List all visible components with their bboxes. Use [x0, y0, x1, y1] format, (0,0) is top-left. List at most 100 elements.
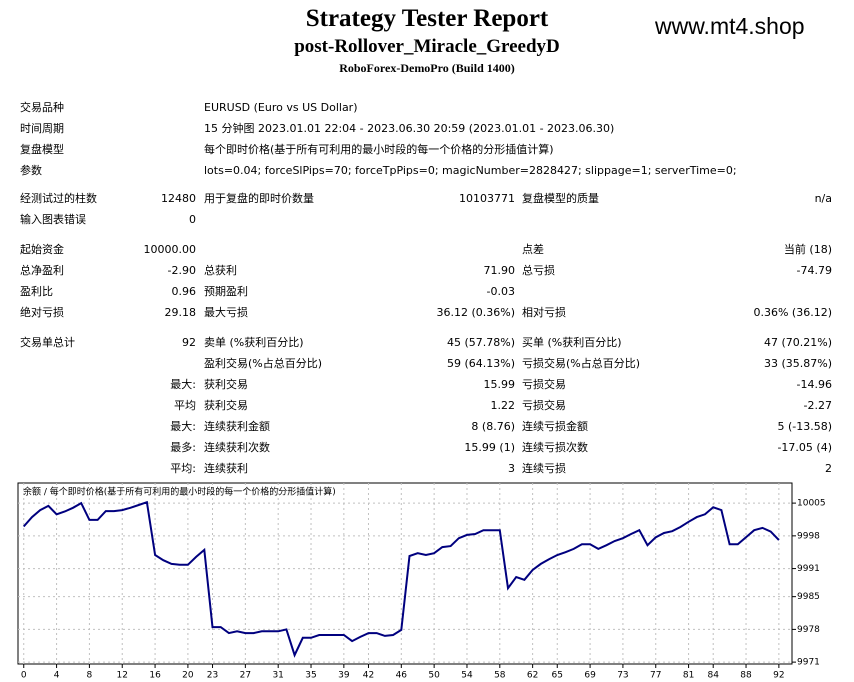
x-tick-label: 39 [338, 671, 350, 681]
stat-label: 盈利比 [20, 285, 53, 298]
stat-label: 最大亏损 [204, 306, 248, 319]
x-tick-label: 20 [182, 671, 194, 681]
stat-label: 连续获利次数 [204, 441, 270, 454]
stat-value: 当前 (18) [783, 243, 832, 256]
title: Strategy Tester Report [305, 5, 549, 32]
watermark: www.mt4.shop [655, 13, 805, 39]
chart-title: 余额 / 每个即时价格(基于所有可利用的最小时段的每一个价格的分形插值计算) [23, 486, 336, 498]
x-tick-label: 92 [773, 671, 784, 681]
y-tick-label: 9971 [797, 658, 820, 668]
x-tick-label: 4 [54, 671, 60, 681]
stat-label: 经测试过的柱数 [20, 192, 97, 205]
x-tick-label: 73 [617, 671, 628, 681]
stat-label: 连续获利金额 [204, 420, 270, 433]
stat-value: 12480 [161, 192, 196, 205]
stat-value: -74.79 [796, 264, 832, 277]
info-label: 参数 [20, 164, 42, 177]
stat-value: -2.27 [803, 399, 832, 412]
subtitle: post-Rollover_Miracle_GreedyD [294, 36, 560, 57]
stat-label: 相对亏损 [522, 306, 566, 319]
stat-label: 起始资金 [20, 243, 64, 256]
plot-frame [17, 482, 793, 665]
x-tick-label: 0 [21, 671, 27, 681]
info-label: 交易品种 [20, 101, 64, 114]
stat-value: 10000.00 [143, 243, 197, 256]
stat-label: 连续亏损 [522, 462, 566, 475]
chart: 10005 9998 9991 9985 9978 9971 0 4 8 12 16 20 23 27 31… [17, 482, 826, 681]
stat-value: -17.05 (4) [777, 441, 832, 454]
stat-value: 平均: [170, 462, 196, 475]
stat-label: 总亏损 [522, 264, 555, 277]
stat-value: -14.96 [796, 378, 832, 391]
stat-label: 总净盈利 [20, 264, 64, 277]
stat-value: 59 (64.13%) [446, 357, 515, 370]
x-tick-label: 23 [207, 671, 218, 681]
stat-value: 平均 [174, 399, 196, 412]
stat-value: 8 (8.76) [471, 420, 515, 433]
stat-value: 10103771 [459, 192, 515, 205]
info-value: lots=0.04; forceSlPips=70; forceTpPips=0… [204, 164, 737, 177]
y-tick-label: 9978 [797, 625, 820, 635]
x-tick-label: 50 [428, 671, 440, 681]
x-tick-label: 58 [494, 671, 506, 681]
stat-label: 输入图表错误 [20, 213, 86, 226]
y-tick-label: 9998 [797, 531, 820, 541]
x-tick-label: 69 [584, 671, 596, 681]
stat-label: 亏损交易 [522, 399, 566, 412]
info-label: 复盘模型 [20, 143, 64, 156]
stat-label: 用于复盘的即时价数量 [204, 192, 314, 205]
stat-label: 点差 [522, 243, 544, 256]
stat-label: 总获利 [204, 264, 237, 277]
info-value: 每个即时价格(基于所有可利用的最小时段的每一个价格的分形插值计算) [204, 143, 554, 156]
stat-label: 卖单 (%获利百分比) [204, 336, 304, 349]
stat-value: 最多: [170, 441, 196, 454]
x-tick-label: 27 [240, 671, 251, 681]
stat-value: n/a [814, 192, 832, 205]
stat-value: 5 (-13.58) [777, 420, 832, 433]
x-tick-label: 46 [396, 671, 408, 681]
broker: RoboForex-DemoPro (Build 1400) [339, 61, 515, 75]
x-tick-label: 12 [117, 671, 128, 681]
stat-value: -2.90 [167, 264, 196, 277]
info-label: 时间周期 [20, 122, 64, 135]
stat-value: 92 [182, 336, 196, 349]
stat-value: 0.96 [171, 285, 197, 298]
stat-label: 获利交易 [204, 378, 248, 391]
stat-label: 连续亏损次数 [522, 441, 588, 454]
x-tick-label: 77 [650, 671, 661, 681]
stat-value: 0.36% (36.12) [753, 306, 832, 319]
stat-label: 交易单总计 [20, 336, 75, 349]
x-tick-label: 62 [527, 671, 538, 681]
stat-value: 71.90 [483, 264, 516, 277]
x-tick-label: 88 [740, 671, 752, 681]
stat-label: 获利交易 [204, 399, 248, 412]
y-tick-label: 10005 [797, 499, 826, 509]
x-tick-label: 54 [461, 671, 473, 681]
stat-value: 15.99 [483, 378, 516, 391]
stat-value: 0 [189, 213, 196, 226]
stat-value: 最大: [170, 378, 196, 391]
stat-label: 买单 (%获利百分比) [522, 336, 622, 349]
stat-value: 33 (35.87%) [763, 357, 832, 370]
x-tick-label: 35 [305, 671, 316, 681]
stat-label: 预期盈利 [204, 285, 248, 298]
stat-value: 1.22 [490, 399, 516, 412]
x-tick-label: 81 [683, 671, 694, 681]
stat-label: 绝对亏损 [20, 306, 64, 319]
stat-label: 亏损交易(%占总百分比) [522, 357, 641, 370]
stat-label: 连续获利 [204, 462, 248, 475]
x-tick-label: 8 [87, 671, 93, 681]
stat-value: 2 [825, 462, 832, 475]
stat-value: -0.03 [486, 285, 515, 298]
stat-value: 15.99 (1) [464, 441, 515, 454]
balance-line [22, 500, 780, 658]
stat-value: 29.18 [164, 306, 197, 319]
x-tick-label: 16 [149, 671, 161, 681]
stat-label: 连续亏损金额 [522, 420, 588, 433]
stat-label: 亏损交易 [522, 378, 566, 391]
x-tick-label: 31 [272, 671, 283, 681]
x-tick-label: 42 [363, 671, 374, 681]
stat-value: 45 (57.78%) [446, 336, 515, 349]
stat-value: 最大: [170, 420, 196, 433]
